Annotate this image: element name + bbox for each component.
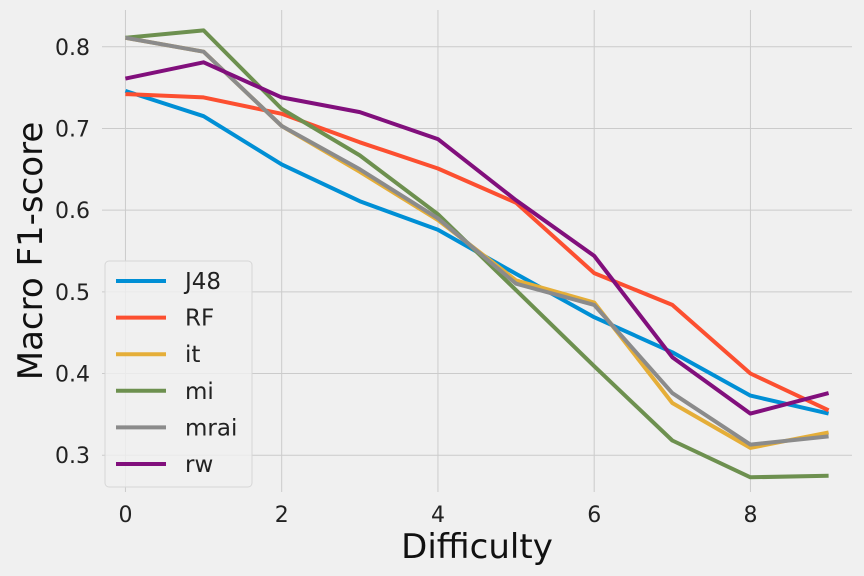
series-line-rw xyxy=(124,60,830,416)
series-lines xyxy=(124,28,830,480)
series-line-mrai xyxy=(125,35,829,447)
x-tick-label: 8 xyxy=(743,503,757,528)
y-tick-label: 0.4 xyxy=(55,363,90,388)
legend-box xyxy=(104,260,253,488)
y-tick-label: 0.7 xyxy=(55,117,90,142)
y-tick-label: 0.3 xyxy=(55,444,90,469)
y-tick-label: 0.5 xyxy=(55,281,90,306)
tick-labels: 0 2 4 6 8 0.3 0.4 0.5 0.6 0.7 0.8 xyxy=(55,36,757,528)
x-tick-label: 4 xyxy=(431,503,445,528)
x-tick-label: 2 xyxy=(275,503,289,528)
x-tick-label: 6 xyxy=(587,503,601,528)
y-tick-label: 0.6 xyxy=(55,199,90,224)
x-tick-label: 0 xyxy=(118,503,132,528)
x-axis-title: Difficulty xyxy=(401,527,553,567)
y-axis-title: Macro F1-score xyxy=(11,122,51,381)
legend-label: J48 xyxy=(183,269,221,295)
legend-label: mrai xyxy=(185,415,237,441)
series-line-rf xyxy=(125,92,830,413)
legend-label: RF xyxy=(185,306,214,332)
legend-label: mi xyxy=(185,379,214,405)
legend-label: rw xyxy=(185,452,213,478)
legend-label: it xyxy=(185,342,200,368)
legend: J48 RF it mi mrai rw xyxy=(104,260,253,488)
y-tick-label: 0.8 xyxy=(55,36,90,61)
